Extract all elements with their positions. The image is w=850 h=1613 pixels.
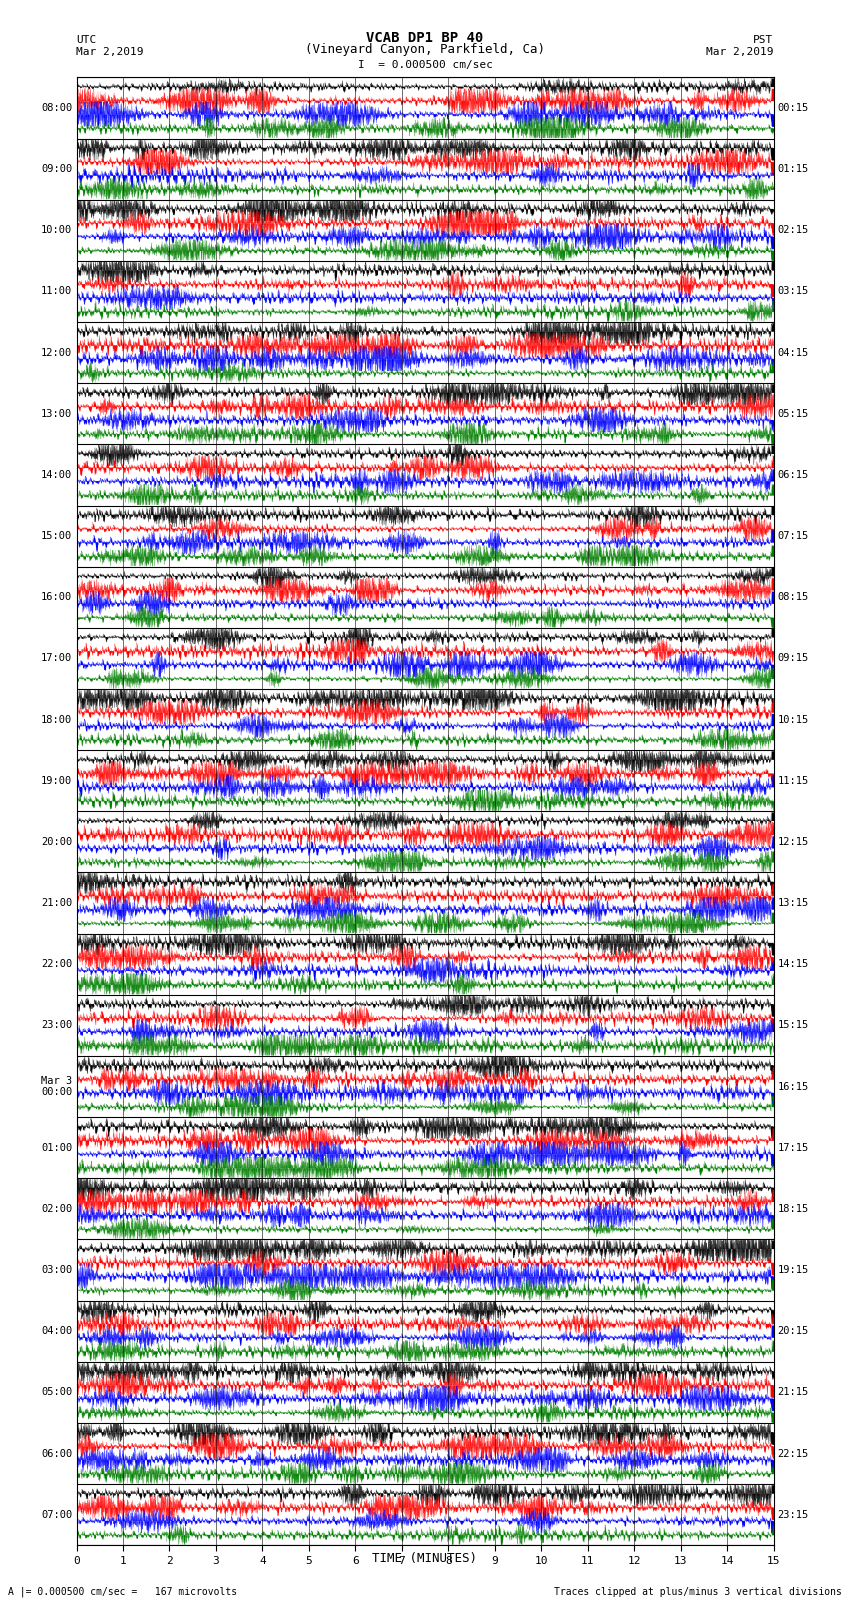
Text: TIME (MINUTES): TIME (MINUTES) [372, 1552, 478, 1565]
Text: VCAB DP1 BP 40: VCAB DP1 BP 40 [366, 31, 484, 45]
Text: (Vineyard Canyon, Parkfield, Ca): (Vineyard Canyon, Parkfield, Ca) [305, 44, 545, 56]
Text: Mar 2,2019: Mar 2,2019 [76, 47, 144, 58]
Text: Mar 2,2019: Mar 2,2019 [706, 47, 774, 58]
Text: Traces clipped at plus/minus 3 vertical divisions: Traces clipped at plus/minus 3 vertical … [553, 1587, 842, 1597]
Text: I  = 0.000500 cm/sec: I = 0.000500 cm/sec [358, 60, 492, 71]
Text: A |= 0.000500 cm/sec =   167 microvolts: A |= 0.000500 cm/sec = 167 microvolts [8, 1586, 238, 1597]
Text: UTC: UTC [76, 35, 97, 45]
Text: PST: PST [753, 35, 774, 45]
